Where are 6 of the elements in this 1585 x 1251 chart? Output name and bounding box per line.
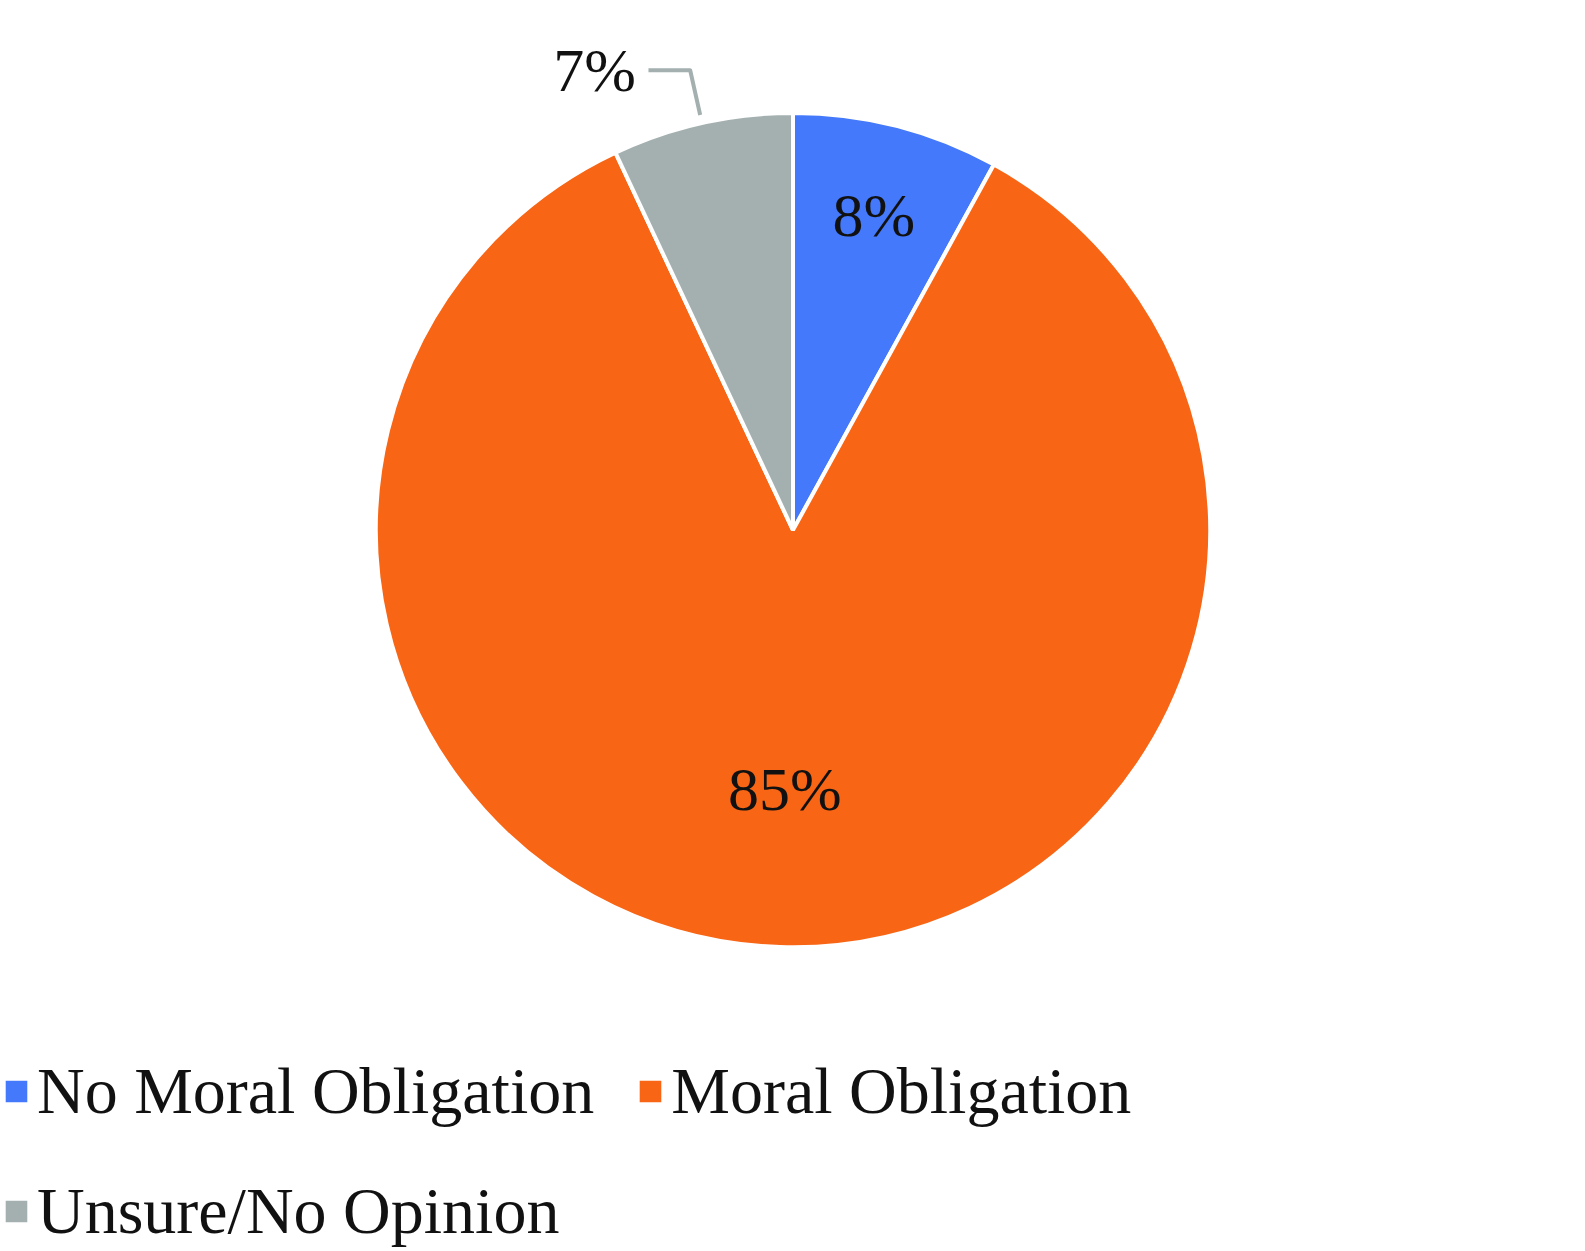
legend-label: Unsure/No Opinion <box>37 1173 560 1249</box>
data-label: 7% <box>553 36 636 105</box>
data-label: 85% <box>728 754 842 823</box>
legend-label: Moral Obligation <box>671 1053 1132 1129</box>
legend-label: No Moral Obligation <box>37 1053 595 1129</box>
data-label: 8% <box>832 181 916 250</box>
